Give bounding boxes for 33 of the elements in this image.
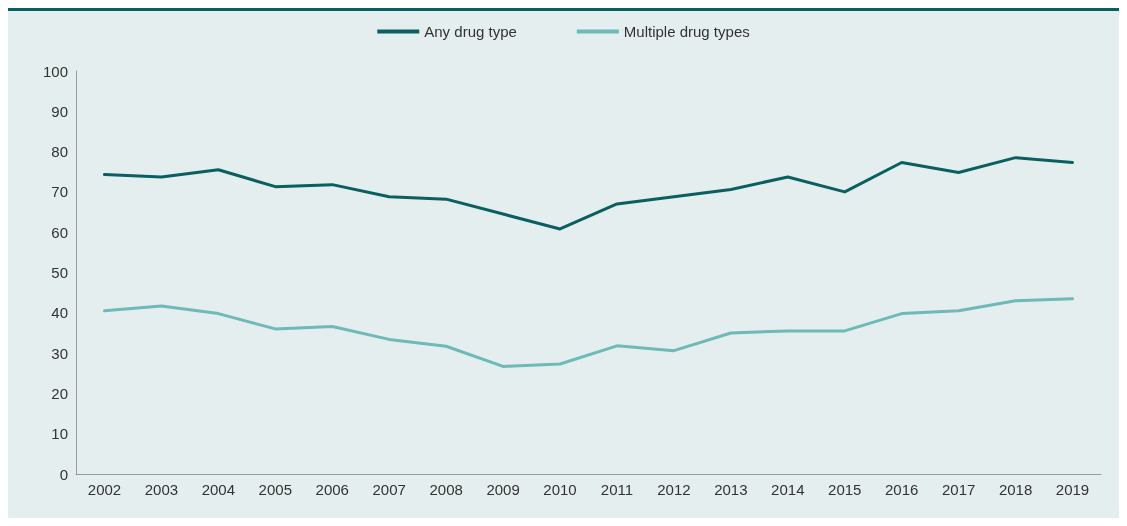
x-tick-label: 2017 xyxy=(941,481,976,498)
x-tick-label: 2008 xyxy=(429,481,463,498)
x-tick-label: 2005 xyxy=(258,481,292,498)
y-tick-label: 60 xyxy=(51,223,68,241)
x-tick-label: 2009 xyxy=(486,481,520,498)
x-tick-label: 2012 xyxy=(657,481,691,498)
x-tick-label: 2007 xyxy=(372,481,406,498)
y-tick-label: 70 xyxy=(51,183,68,201)
x-tick-label: 2003 xyxy=(144,481,179,498)
legend-label: Any drug type xyxy=(424,23,517,40)
x-tick-label: 2010 xyxy=(543,481,577,498)
x-tick-label: 2016 xyxy=(885,481,919,498)
x-tick-label: 2004 xyxy=(201,481,236,498)
x-tick-label: 2015 xyxy=(828,481,862,498)
x-tick-label: 2018 xyxy=(998,481,1033,498)
y-tick-label: 50 xyxy=(51,264,68,281)
line-series xyxy=(102,156,1075,231)
y-tick-label: 100 xyxy=(42,62,68,80)
x-tick-label: 2019 xyxy=(1055,481,1090,498)
y-tick-label: 20 xyxy=(51,384,68,402)
y-tick-label: 90 xyxy=(51,102,68,120)
x-tick-label: 2006 xyxy=(315,481,349,498)
x-tick-label: 2013 xyxy=(714,481,748,498)
x-tick-label: 2002 xyxy=(87,481,122,498)
y-tick-label: 10 xyxy=(51,425,68,443)
legend-label: Multiple drug types xyxy=(623,23,750,40)
y-tick-label: 80 xyxy=(51,143,68,161)
line-series xyxy=(102,297,1075,368)
x-tick-label: 2014 xyxy=(771,481,805,498)
y-tick-label: 30 xyxy=(51,344,68,362)
y-tick-label: 40 xyxy=(51,304,68,322)
y-tick-label: 0 xyxy=(59,465,68,483)
x-tick-label: 2011 xyxy=(600,481,634,498)
